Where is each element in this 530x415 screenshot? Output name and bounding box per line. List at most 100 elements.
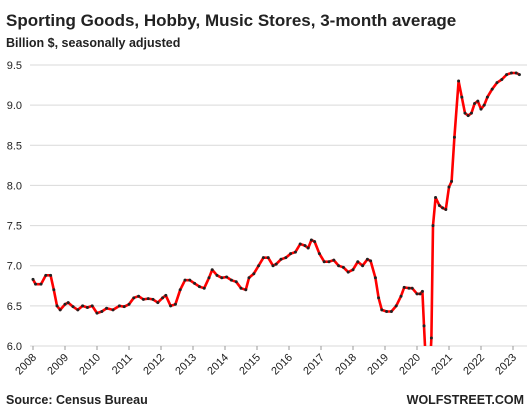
point	[444, 208, 448, 212]
point	[151, 297, 155, 301]
chart-subtitle: Billion $, seasonally adjusted	[6, 36, 180, 50]
point	[85, 305, 89, 309]
point	[369, 259, 373, 263]
point	[365, 257, 369, 261]
point	[313, 240, 317, 244]
point	[431, 224, 435, 228]
point	[105, 306, 109, 310]
y-tick-label: 8.0	[7, 180, 22, 192]
y-tick-label: 7.0	[7, 261, 22, 273]
point	[117, 304, 121, 308]
point	[81, 304, 85, 308]
point	[215, 273, 219, 277]
point	[274, 262, 278, 266]
y-tick-label: 6.0	[7, 341, 22, 353]
point	[385, 309, 389, 313]
point	[95, 311, 99, 315]
point	[306, 246, 310, 250]
x-tick-label: 2017	[301, 352, 327, 378]
point	[247, 276, 251, 280]
point	[239, 286, 243, 290]
point	[420, 289, 424, 293]
point	[132, 296, 136, 300]
point	[58, 308, 62, 312]
point	[261, 256, 265, 260]
point	[229, 278, 233, 282]
point	[178, 288, 182, 292]
point	[279, 257, 283, 261]
point	[380, 308, 384, 312]
x-tick-label: 2019	[365, 352, 391, 378]
point	[332, 258, 336, 262]
point	[437, 204, 441, 207]
point	[207, 276, 211, 280]
point	[463, 111, 467, 115]
point	[429, 336, 433, 340]
point	[39, 282, 43, 286]
x-tick-label: 2014	[205, 352, 231, 378]
point	[441, 206, 445, 210]
point	[495, 81, 499, 85]
point	[394, 304, 398, 308]
chart-title: Sporting Goods, Hobby, Music Stores, 3-m…	[6, 11, 456, 30]
y-tick-label: 9.5	[7, 60, 22, 72]
point	[284, 256, 288, 260]
point	[457, 79, 461, 83]
point	[422, 324, 426, 328]
point	[293, 250, 297, 254]
point	[466, 114, 470, 118]
point	[156, 301, 160, 305]
point	[220, 276, 224, 280]
point	[327, 260, 331, 264]
point	[476, 99, 480, 103]
point	[244, 288, 248, 292]
point	[225, 275, 229, 279]
point	[490, 87, 494, 91]
point	[479, 107, 483, 111]
point	[434, 195, 438, 199]
plot-area	[31, 71, 521, 346]
point	[271, 264, 275, 268]
point	[210, 268, 214, 272]
x-tick-label: 2012	[141, 352, 167, 378]
point	[44, 273, 48, 277]
point	[141, 297, 145, 301]
point	[517, 73, 521, 77]
x-tick-label: 2008	[13, 352, 39, 378]
point	[407, 286, 411, 290]
x-tick-label: 2021	[429, 352, 455, 378]
point	[351, 268, 355, 272]
point	[289, 252, 293, 256]
point	[303, 244, 307, 248]
point	[100, 309, 104, 313]
point	[66, 301, 70, 305]
point	[188, 278, 192, 282]
x-tick-label: 2015	[237, 352, 263, 378]
grid	[30, 64, 527, 347]
point	[415, 292, 419, 296]
y-tick-label: 6.5	[7, 301, 22, 313]
point	[450, 179, 454, 183]
point	[452, 135, 456, 139]
point	[341, 265, 345, 269]
x-tick-label: 2009	[45, 352, 71, 378]
brand: WOLFSTREET.COM	[407, 393, 524, 407]
point	[71, 305, 75, 309]
point	[485, 95, 489, 99]
point	[90, 304, 94, 308]
point	[346, 270, 350, 274]
x-tick-label: 2022	[461, 352, 487, 378]
point	[389, 309, 393, 313]
point	[52, 288, 56, 292]
y-tick-label: 8.5	[7, 140, 22, 152]
point	[164, 293, 168, 297]
point	[418, 292, 422, 296]
point	[257, 264, 261, 268]
point	[337, 264, 341, 268]
point	[252, 272, 256, 276]
point	[266, 256, 270, 260]
point	[49, 273, 53, 277]
point	[309, 238, 313, 242]
point	[373, 276, 377, 280]
point	[34, 282, 38, 286]
